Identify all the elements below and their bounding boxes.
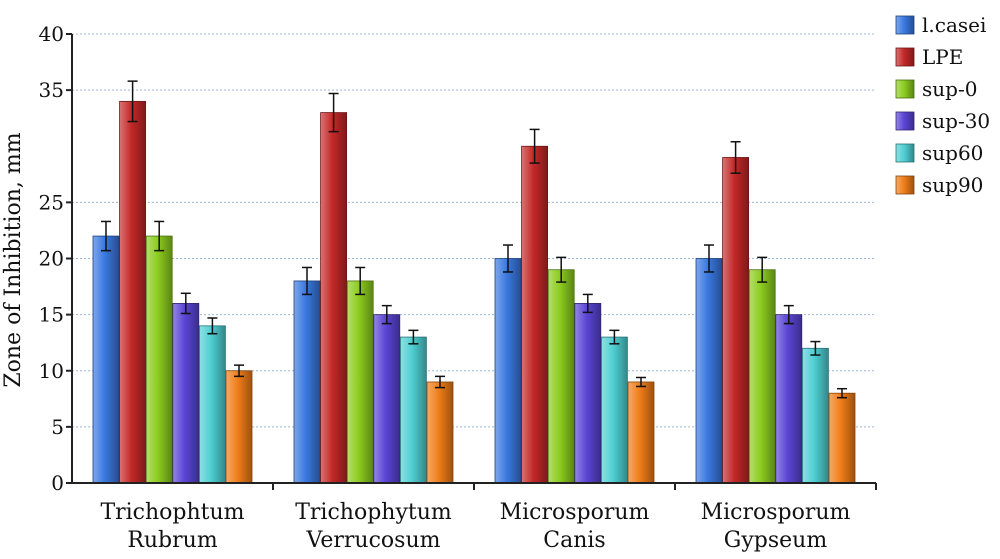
bar-l.casei [92, 235, 120, 484]
y-axis-title: Zone of Inhibition, mm [1, 132, 26, 387]
bar-sup-30 [574, 302, 602, 484]
x-tick-label: Trichophtum Rubrum [100, 500, 244, 553]
bar-sup60 [198, 325, 226, 484]
legend-label: l.casei [922, 13, 986, 37]
bar-LPE [722, 157, 749, 484]
bar-sup60 [399, 336, 427, 484]
x-tick-label: Trichophytum Verrucosum [295, 500, 452, 553]
y-tick-label: 10 [39, 359, 64, 383]
legend-label: sup-30 [922, 109, 990, 133]
legend-label: sup-0 [922, 77, 977, 101]
legend-label: sup60 [922, 141, 983, 165]
bar-sup-0 [145, 235, 173, 484]
y-tick-label: 40 [39, 22, 64, 46]
bar-sup90 [225, 370, 253, 484]
bar-sup-0 [346, 280, 374, 484]
bar-sup90 [627, 381, 655, 484]
y-tick-label: 15 [39, 303, 64, 327]
bar-l.casei [695, 258, 723, 484]
x-tick-label: Microsporum Gypseum [701, 500, 851, 553]
bar-LPE [119, 100, 146, 484]
legend-label: LPE [922, 45, 963, 69]
legend-swatch [895, 15, 915, 35]
y-ticks: 0 5 10 15 20 25 35 40 [39, 22, 72, 495]
bar-sup90 [426, 381, 454, 484]
x-ticks: Trichophtum Rubrum Trichophytum Verrucosum M… [100, 483, 877, 553]
x-tick-label: Microsporum Canis [500, 500, 650, 553]
legend-swatch [895, 175, 915, 195]
legend: l.casei LPE sup-0 sup-30 sup60 sup90 [895, 13, 990, 197]
bar-sup-0 [748, 269, 776, 484]
y-tick-label: 35 [39, 78, 64, 102]
bar-sup-30 [373, 314, 401, 484]
bar-sup-0 [547, 269, 575, 484]
bars [92, 80, 856, 484]
bar-LPE [521, 145, 548, 484]
bar-l.casei [293, 280, 321, 484]
y-tick-label: 20 [39, 247, 64, 271]
y-tick-label: 5 [51, 415, 64, 439]
legend-label: sup90 [922, 173, 983, 197]
bar-sup60 [601, 336, 628, 484]
legend-swatch [895, 79, 915, 99]
legend-swatch [895, 47, 915, 67]
y-tick-label: 0 [51, 471, 64, 495]
legend-swatch [895, 143, 915, 163]
bar-sup-30 [172, 302, 200, 484]
bar-LPE [320, 112, 348, 484]
bar-sup90 [828, 392, 856, 484]
y-tick-label: 25 [39, 190, 64, 214]
bar-sup60 [802, 347, 829, 484]
bar-l.casei [494, 258, 522, 484]
legend-swatch [895, 111, 915, 131]
bar-sup-30 [775, 314, 803, 484]
